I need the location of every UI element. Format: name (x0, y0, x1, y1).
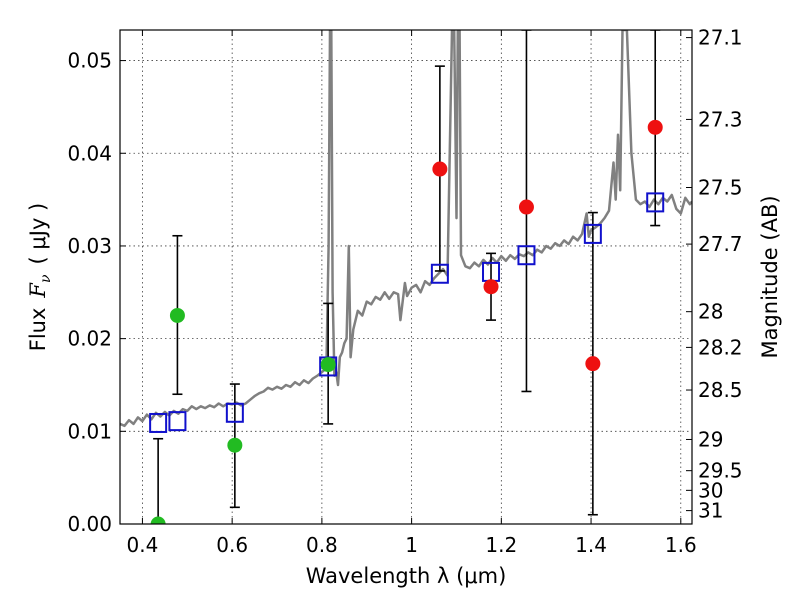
y-tick-label: 0.04 (67, 141, 112, 165)
x-tick-label: 1 (405, 533, 418, 557)
right-tick-label: 27.1 (698, 26, 743, 50)
model-square-marker (517, 245, 536, 266)
y-tick-label: 0.01 (67, 419, 112, 443)
model-square-marker (583, 223, 602, 244)
y-tick-label: 0.02 (67, 327, 112, 351)
right-tick-label: 28 (698, 300, 723, 324)
data-layer (120, 30, 692, 524)
model-square-marker (168, 411, 187, 432)
right-tick-label: 28.2 (698, 335, 743, 359)
x-tick-label: 1.2 (485, 533, 517, 557)
x-tick-label: 1.6 (665, 533, 697, 557)
y-axis-title-subscript: ν (38, 274, 54, 283)
red-data-point (647, 119, 663, 135)
green-data-point (150, 516, 166, 524)
right-tick-label: 27.5 (698, 175, 743, 199)
red-data-point (432, 161, 448, 177)
right-tick-label: 27.3 (698, 107, 743, 131)
red-data-point (585, 356, 601, 372)
red-data-point (518, 199, 534, 215)
model-square-marker (646, 192, 665, 213)
x-tick-label: 1.4 (575, 533, 607, 557)
y-axis-title-unit: ( μJy ) (26, 203, 50, 265)
right-tick-label: 29.5 (698, 459, 743, 483)
x-tick-label: 0.4 (127, 533, 159, 557)
model-square-marker (225, 402, 244, 423)
x-axis-title: Wavelength λ (μm) (306, 564, 507, 588)
y-axis-title-flux: Flux (26, 308, 50, 352)
model-square-marker (149, 412, 168, 433)
right-tick-label: 27.7 (698, 232, 743, 256)
y-axis-title-symbol: F (26, 282, 50, 299)
y-tick-label: 0.03 (67, 234, 112, 258)
x-tick-label: 0.8 (306, 533, 338, 557)
green-data-point (320, 357, 336, 373)
right-tick-label: 28.5 (698, 378, 743, 402)
red-data-point (483, 279, 499, 295)
axis-layer: 0.4 0.6 0.8 1 1.2 1.4 1.6 0.00 0.01 0.02 0.03 0.04 0… (67, 26, 742, 557)
right-tick-label: 30 (698, 478, 723, 502)
green-data-point (227, 437, 243, 453)
y-axis-title: Flux Fν ( μJy ) (26, 203, 54, 351)
y-tick-label: 0.05 (67, 49, 112, 73)
right-tick-label: 31 (698, 499, 723, 523)
right-tick-label: 29 (698, 427, 723, 451)
model-square-marker (430, 263, 449, 284)
right-axis-title: Magnitude (AB) (758, 195, 782, 358)
green-data-point (169, 307, 185, 323)
plot-frame (119, 29, 693, 525)
x-tick-label: 0.6 (216, 533, 248, 557)
y-tick-label: 0.00 (67, 512, 112, 536)
